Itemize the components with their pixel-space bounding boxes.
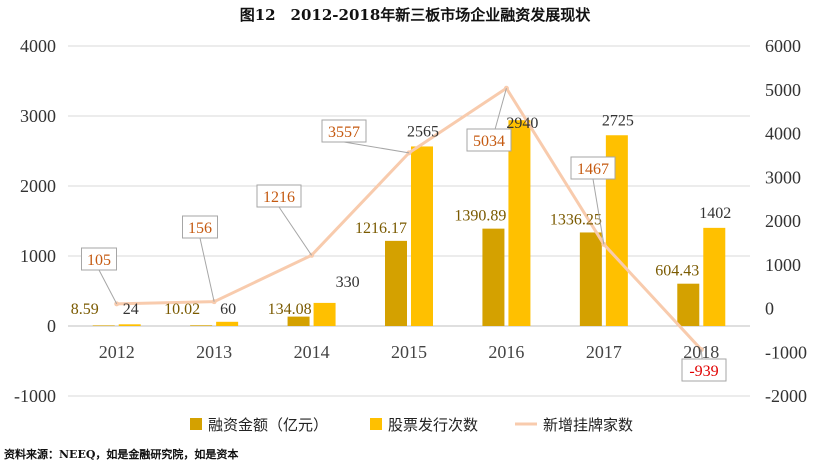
legend-label: 融资金额（亿元） (208, 416, 328, 434)
bar-amount (482, 228, 505, 326)
category-label: 2017 (586, 342, 622, 362)
callout-box (570, 156, 616, 180)
bar-amount (190, 325, 213, 326)
left-tick-label: 4000 (20, 36, 56, 56)
left-tick-label: 0 (47, 316, 56, 336)
line-label-text: 1467 (577, 161, 609, 178)
callout-box (81, 247, 117, 271)
right-tick-label: -2000 (765, 386, 807, 406)
left-tick-label: -1000 (14, 386, 56, 406)
legend-label: 股票发行次数 (388, 416, 478, 434)
legend: 融资金额（亿元） 股票发行次数 新增挂牌家数 (190, 416, 633, 434)
chart-title: 图12 2012-2018年新三板市场企业融资发展现状 (240, 6, 592, 24)
label-issuance: 2565 (407, 123, 439, 140)
bar-issuance (508, 120, 531, 326)
line-label: 3557 (321, 119, 410, 154)
line-label-text: 105 (87, 252, 111, 269)
source-note: 资料来源：NEEQ，如是金融研究院，如是资本 (4, 447, 238, 461)
right-tick-label: 0 (765, 299, 774, 319)
bar-amount (579, 232, 602, 326)
category-labels: 2012 2013 2014 2015 2016 2017 2018 (99, 342, 720, 362)
data-labels: 8.59 10.02 134.08 1216.17 1390.89 1336.25 604.… (71, 88, 731, 382)
callout-leader (98, 269, 118, 305)
legend-label: 新增挂牌家数 (543, 416, 633, 434)
callout-leader (592, 178, 605, 245)
category-label: 2013 (196, 342, 232, 362)
bars (92, 120, 726, 326)
callout-box (681, 358, 727, 382)
legend-item: 股票发行次数 (370, 416, 478, 434)
category-label: 2012 (99, 342, 135, 362)
bar-issuance (216, 321, 239, 326)
bar-issuance (605, 135, 628, 326)
label-amount: 10.02 (164, 301, 200, 318)
category-label: 2016 (488, 342, 524, 362)
callout-box (182, 215, 218, 239)
label-amount: 134.08 (268, 301, 312, 318)
category-label: 2014 (294, 342, 330, 362)
label-issuance: 2725 (602, 112, 634, 129)
legend-item: 新增挂牌家数 (515, 416, 633, 434)
right-tick-label: 2000 (765, 211, 801, 231)
right-tick-label: 1000 (765, 255, 801, 275)
bar-issuance (118, 324, 141, 326)
line-label: 105 (81, 247, 118, 305)
right-tick-label: 4000 (765, 124, 801, 144)
line-label: -939 (681, 349, 727, 382)
callout-leader (343, 141, 410, 154)
bar-issuance (703, 227, 726, 326)
label-issuance: 1402 (699, 205, 731, 222)
label-issuance: 60 (220, 301, 236, 318)
right-tick-label: 5000 (765, 80, 801, 100)
label-amount: 604.43 (655, 263, 699, 280)
label-amount: 8.59 (71, 301, 99, 318)
legend-swatch (190, 418, 202, 430)
label-amount: 1216.17 (355, 220, 407, 237)
label-issuance: 330 (336, 274, 360, 291)
left-tick-label: 2000 (20, 176, 56, 196)
left-tick-label: 1000 (20, 246, 56, 266)
bar-amount (92, 325, 115, 326)
left-tick-label: 3000 (20, 106, 56, 126)
right-axis-ticks: 6000 5000 4000 3000 2000 1000 0 -1000 -2000 (765, 36, 807, 406)
callout-leader (278, 206, 312, 256)
bar-amount (385, 240, 407, 326)
line-label-text: 1216 (263, 189, 295, 206)
line-label-text: -939 (689, 363, 718, 380)
category-label: 2015 (391, 342, 427, 362)
bar-issuance (411, 146, 433, 326)
left-axis-ticks: 4000 3000 2000 1000 0 -1000 (14, 36, 56, 406)
label-amount: 1336.25 (550, 211, 602, 228)
label-issuance: 2940 (506, 115, 538, 132)
bar-issuance (313, 302, 336, 326)
legend-item: 融资金额（亿元） (190, 416, 328, 434)
callout-box (256, 184, 302, 208)
bar-amount (677, 283, 700, 326)
line-label-text: 3557 (328, 124, 360, 141)
line-label-text: 156 (188, 220, 212, 237)
gridlines (68, 45, 750, 397)
callout-box (321, 119, 367, 143)
line-label: 5034 (466, 88, 512, 152)
line-label-text: 5034 (473, 133, 505, 150)
line-label: 1467 (570, 156, 616, 245)
callout-box (466, 128, 512, 152)
right-tick-label: 3000 (765, 167, 801, 187)
line-label: 156 (182, 215, 218, 302)
right-tick-label: -1000 (765, 342, 807, 362)
label-issuance: 24 (123, 301, 139, 318)
legend-swatch (370, 418, 382, 430)
right-tick-label: 6000 (765, 36, 801, 56)
callout-leader (199, 237, 215, 302)
line-label: 1216 (256, 184, 312, 256)
bar-amount (287, 316, 310, 326)
label-amount: 1390.89 (454, 208, 506, 225)
